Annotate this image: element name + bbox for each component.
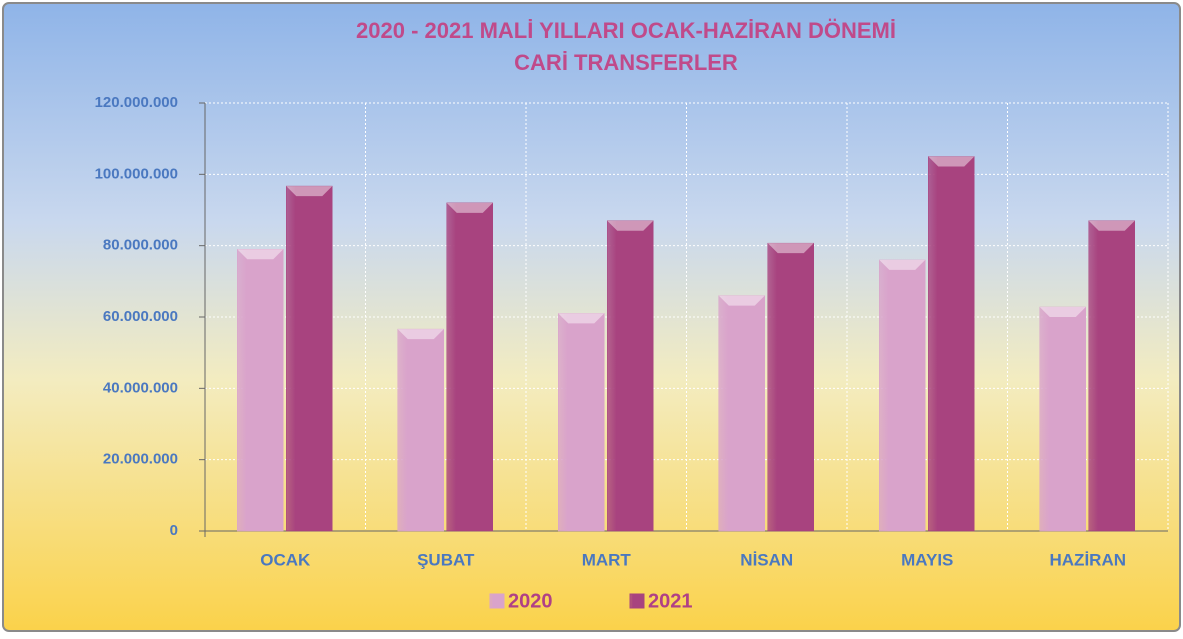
legend-label: 2021	[648, 590, 693, 612]
x-tick-label: NİSAN	[740, 550, 793, 569]
bar	[237, 248, 284, 532]
y-tick-label: 0	[170, 522, 178, 539]
bar-cap	[718, 295, 765, 306]
chart-title: 2020 - 2021 MALİ YILLARI OCAK-HAZİRAN DÖ…	[356, 18, 896, 43]
y-tick-label: 40.000.000	[103, 379, 178, 396]
bar-cap	[767, 243, 814, 254]
x-tick-label: HAZİRAN	[1050, 550, 1127, 569]
bar	[446, 202, 493, 532]
bar-cap	[397, 329, 444, 340]
bar-cap	[286, 186, 333, 197]
bar-cap	[237, 249, 284, 260]
bar-cap	[1088, 220, 1135, 231]
bar-cap	[879, 259, 926, 270]
legend-swatch	[489, 593, 505, 609]
bar	[607, 220, 654, 532]
bar-cap	[928, 156, 975, 167]
y-tick-label: 80.000.000	[103, 237, 178, 254]
x-tick-label: MAYIS	[901, 550, 953, 569]
bar	[879, 259, 926, 532]
bar-cap	[1039, 307, 1086, 318]
bar-cap	[558, 313, 605, 324]
y-tick-label: 120.000.000	[95, 94, 178, 111]
bar	[286, 185, 333, 532]
y-tick-label: 100.000.000	[95, 165, 178, 182]
bar	[767, 242, 814, 532]
x-tick-label: ŞUBAT	[417, 550, 475, 569]
bar-cap	[446, 202, 493, 213]
bar	[1039, 306, 1086, 532]
bar	[1088, 220, 1135, 532]
x-tick-label: MART	[582, 550, 632, 569]
y-tick-label: 60.000.000	[103, 308, 178, 325]
bar	[928, 156, 975, 532]
bar	[397, 328, 444, 532]
y-tick-label: 20.000.000	[103, 451, 178, 468]
bar	[718, 295, 765, 532]
legend-label: 2020	[508, 590, 553, 612]
x-tick-label: OCAK	[260, 550, 311, 569]
legend-swatch	[629, 593, 645, 609]
chart-subtitle: CARİ TRANSFERLER	[514, 50, 738, 75]
bar	[558, 313, 605, 532]
bar-cap	[607, 220, 654, 231]
